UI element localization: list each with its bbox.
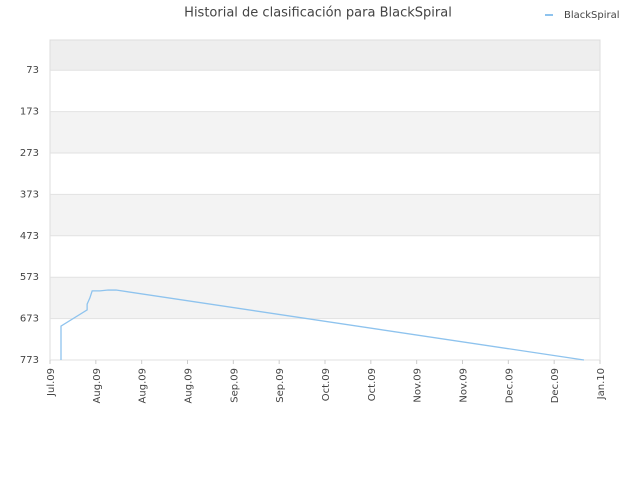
x-tick-label: Aug.09 [184, 368, 195, 403]
x-tick-label: Nov.09 [459, 368, 470, 403]
y-tick-label: 173 [20, 107, 39, 118]
y-tick-label: 573 [20, 272, 39, 283]
legend-label: BlackSpiral [564, 10, 620, 21]
x-tick-label: Nov.09 [413, 368, 424, 403]
x-tick-label: Aug.09 [92, 368, 103, 403]
grid-band [50, 194, 600, 236]
y-tick-label: 73 [26, 65, 39, 76]
grid-band [50, 40, 600, 71]
x-tick-label: Dec.09 [550, 368, 561, 403]
y-tick-label: 273 [20, 148, 39, 159]
grid-band [50, 111, 600, 154]
y-tick-label: 773 [20, 355, 39, 366]
x-tick-label: Jan.10 [596, 368, 607, 400]
series-line [60, 289, 585, 361]
chart-title: Historial de clasificación para BlackSpi… [184, 6, 452, 21]
x-tick-label: Oct.09 [367, 368, 378, 401]
grid-band [50, 277, 600, 319]
y-tick-label: 473 [20, 231, 39, 242]
y-tick-label: 673 [20, 314, 39, 325]
x-tick-label: Dec.09 [504, 368, 515, 403]
x-tick-label: Sep.09 [275, 368, 286, 403]
y-tick-label: 373 [20, 189, 39, 200]
x-tick-label: Jul.09 [46, 368, 57, 397]
x-tick-label: Oct.09 [321, 368, 332, 401]
x-tick-label: Aug.09 [138, 368, 149, 403]
x-tick-label: Sep.09 [229, 368, 240, 403]
bands [50, 40, 600, 319]
